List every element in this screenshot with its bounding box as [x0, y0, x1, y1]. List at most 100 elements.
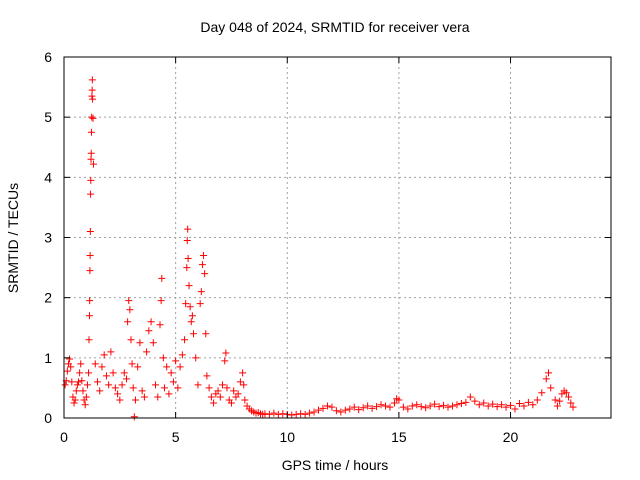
data-point	[186, 303, 194, 311]
data-point	[185, 282, 193, 290]
data-point	[404, 405, 412, 413]
data-point	[462, 398, 470, 406]
data-point	[123, 375, 131, 383]
data-point	[205, 384, 213, 392]
data-point	[417, 403, 425, 411]
data-point	[71, 396, 79, 404]
data-point	[174, 384, 182, 392]
data-point	[105, 381, 113, 389]
data-point	[63, 367, 71, 375]
data-point	[183, 264, 191, 272]
data-point	[147, 318, 155, 326]
data-point	[152, 381, 160, 389]
data-point	[533, 396, 541, 404]
data-point	[102, 372, 110, 380]
data-point	[230, 387, 238, 395]
data-point	[448, 402, 456, 410]
data-point	[120, 369, 128, 377]
data-point	[270, 409, 278, 417]
data-point	[125, 297, 133, 305]
data-point	[332, 407, 340, 415]
data-point	[538, 389, 546, 397]
data-point	[138, 387, 146, 395]
data-point	[134, 363, 142, 371]
data-point	[76, 369, 84, 377]
data-point	[471, 397, 479, 405]
data-point	[85, 369, 93, 377]
data-point	[70, 399, 78, 407]
data-point	[475, 401, 483, 409]
data-point	[87, 128, 95, 136]
data-point	[85, 312, 93, 320]
data-point	[114, 390, 122, 398]
data-point	[315, 406, 323, 414]
data-point	[359, 404, 367, 412]
data-point	[203, 372, 211, 380]
data-point	[386, 403, 394, 411]
data-point	[87, 149, 95, 157]
data-point	[236, 378, 244, 386]
data-point	[88, 113, 96, 121]
data-point	[87, 190, 95, 198]
data-point	[395, 396, 403, 404]
data-point	[178, 351, 186, 359]
data-point	[520, 402, 528, 410]
data-point	[202, 330, 210, 338]
data-point	[77, 360, 85, 368]
data-point	[328, 403, 336, 411]
data-point	[219, 381, 227, 389]
data-point	[83, 381, 91, 389]
data-point	[109, 369, 117, 377]
axis-ticks: 0 5 10 15 20 0 1 2 3 4 5 6	[44, 49, 611, 445]
data-point	[82, 393, 90, 401]
data-point	[288, 411, 296, 419]
data-point	[156, 321, 164, 329]
data-point	[337, 408, 345, 416]
data-point	[547, 384, 555, 392]
data-point	[350, 403, 358, 411]
data-point	[158, 274, 166, 282]
data-point	[66, 355, 74, 363]
data-point	[143, 348, 151, 356]
data-point	[127, 336, 135, 344]
data-point	[196, 300, 204, 308]
x-tick-label: 5	[172, 429, 180, 445]
data-point	[197, 288, 205, 296]
data-point	[274, 410, 282, 418]
data-point	[529, 401, 537, 409]
data-point	[279, 410, 287, 418]
data-point	[129, 384, 137, 392]
data-point	[457, 400, 465, 408]
data-point	[184, 255, 192, 263]
data-point	[355, 406, 363, 414]
data-point	[182, 300, 190, 308]
data-point	[130, 413, 138, 421]
data-point	[72, 387, 80, 395]
data-point	[184, 225, 192, 233]
data-point	[382, 402, 390, 410]
data-point	[221, 357, 229, 365]
data-point	[79, 387, 87, 395]
data-point	[413, 401, 421, 409]
data-point	[240, 381, 248, 389]
y-tick-label: 5	[44, 109, 52, 125]
data-point	[73, 381, 81, 389]
y-tick-label: 6	[44, 49, 52, 65]
data-point	[502, 403, 510, 411]
data-point	[89, 95, 97, 103]
data-point	[223, 384, 231, 392]
data-point	[88, 86, 96, 94]
data-point	[364, 402, 372, 410]
data-point	[440, 401, 448, 409]
data-point	[214, 387, 222, 395]
data-point	[88, 76, 96, 84]
data-point	[435, 403, 443, 411]
data-point	[565, 393, 573, 401]
x-tick-label: 15	[391, 429, 407, 445]
y-tick-label: 4	[44, 169, 52, 185]
data-point	[222, 349, 230, 357]
data-point	[194, 381, 202, 389]
data-point	[431, 400, 439, 408]
data-point	[368, 404, 376, 412]
data-point	[239, 369, 247, 377]
